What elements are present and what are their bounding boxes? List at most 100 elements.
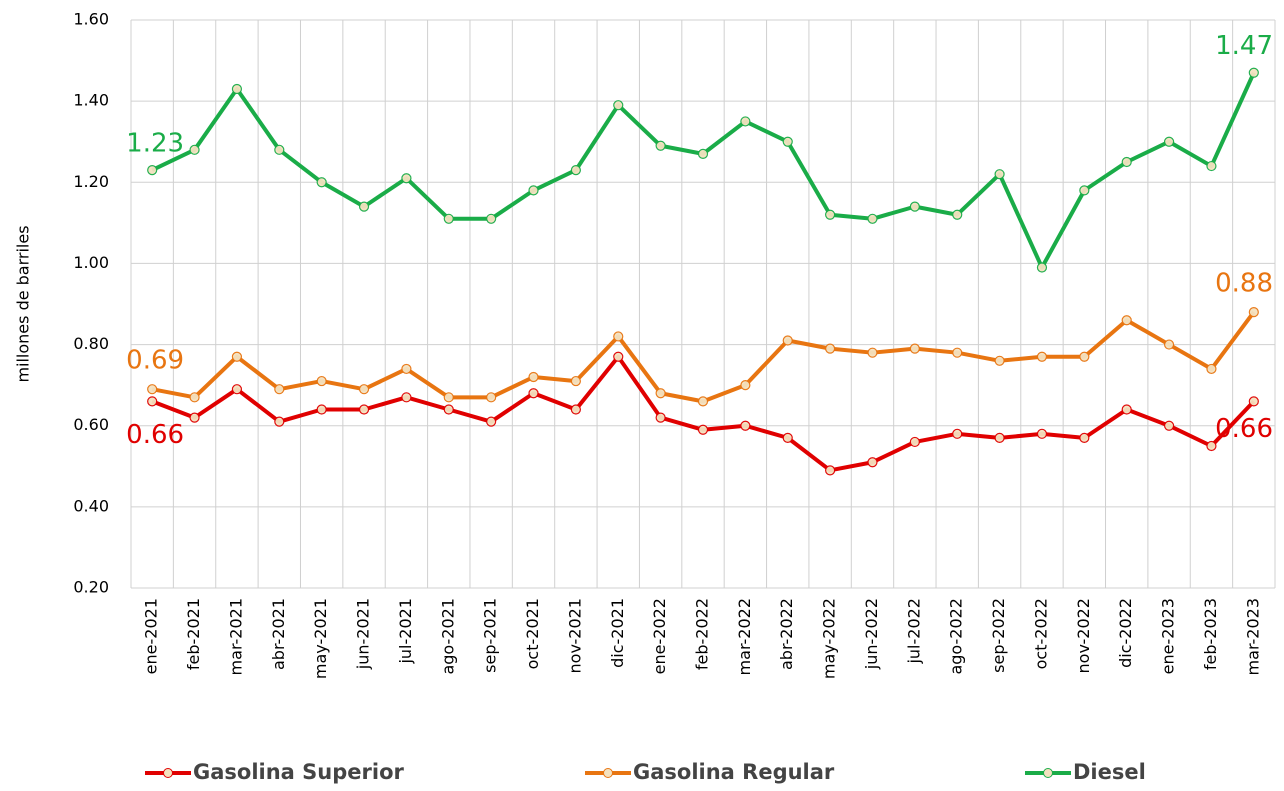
data-point xyxy=(402,174,411,183)
data-point xyxy=(1080,186,1089,195)
data-point xyxy=(190,413,199,422)
data-point xyxy=(783,137,792,146)
data-point xyxy=(1165,137,1174,146)
legend-marker xyxy=(1044,769,1053,778)
x-tick-label: may-2021 xyxy=(311,598,330,679)
x-tick-label: abr-2021 xyxy=(269,598,288,670)
x-tick-label: ago-2021 xyxy=(438,598,457,675)
data-point xyxy=(444,214,453,223)
data-point xyxy=(402,364,411,373)
data-point xyxy=(1037,352,1046,361)
x-tick-label: may-2022 xyxy=(820,598,839,679)
data-point xyxy=(995,170,1004,179)
data-point xyxy=(529,186,538,195)
data-point xyxy=(487,393,496,402)
legend-label: Gasolina Regular xyxy=(633,760,835,784)
data-label: 1.47 xyxy=(1215,31,1273,61)
y-tick-label: 1.60 xyxy=(73,10,109,29)
data-point xyxy=(275,145,284,154)
data-point xyxy=(571,166,580,175)
y-tick-label: 0.20 xyxy=(73,578,109,597)
data-point xyxy=(826,466,835,475)
legend-label: Gasolina Superior xyxy=(193,760,404,784)
data-point xyxy=(1122,405,1131,414)
x-tick-label: ene-2022 xyxy=(650,598,669,674)
data-point xyxy=(868,348,877,357)
x-tick-label: oct-2021 xyxy=(523,598,542,669)
x-tick-label: feb-2022 xyxy=(693,598,712,670)
x-tick-label: dic-2021 xyxy=(608,598,627,668)
data-point xyxy=(360,202,369,211)
x-tick-label: mar-2022 xyxy=(735,598,754,675)
series-line xyxy=(152,73,1254,268)
data-point xyxy=(148,385,157,394)
data-point xyxy=(614,101,623,110)
x-tick-label: ene-2021 xyxy=(142,598,161,674)
y-tick-label: 1.20 xyxy=(73,172,109,191)
x-tick-label: jun-2021 xyxy=(354,598,373,670)
data-point xyxy=(571,377,580,386)
data-point xyxy=(232,352,241,361)
x-tick-label: abr-2022 xyxy=(777,598,796,670)
data-point xyxy=(1080,352,1089,361)
data-point xyxy=(444,405,453,414)
data-point xyxy=(360,385,369,394)
data-point xyxy=(910,344,919,353)
data-point xyxy=(656,141,665,150)
x-tick-label: mar-2021 xyxy=(226,598,245,675)
data-point xyxy=(1207,364,1216,373)
data-point xyxy=(1249,68,1258,77)
data-point xyxy=(1249,308,1258,317)
data-point xyxy=(910,202,919,211)
data-point xyxy=(995,433,1004,442)
data-point xyxy=(1037,263,1046,272)
data-point xyxy=(826,344,835,353)
data-point xyxy=(1122,158,1131,167)
data-point xyxy=(232,385,241,394)
data-point xyxy=(148,397,157,406)
y-axis-title: millones de barriles xyxy=(14,225,33,382)
x-tick-label: jul-2022 xyxy=(904,598,923,665)
legend-label: Diesel xyxy=(1073,760,1146,784)
data-label: 0.66 xyxy=(1215,414,1273,444)
x-tick-label: oct-2022 xyxy=(1031,598,1050,669)
data-point xyxy=(995,356,1004,365)
data-point xyxy=(656,389,665,398)
x-tick-label: nov-2022 xyxy=(1074,598,1093,673)
data-point xyxy=(953,348,962,357)
data-point xyxy=(699,425,708,434)
data-point xyxy=(910,437,919,446)
data-point xyxy=(614,332,623,341)
data-point xyxy=(402,393,411,402)
data-point xyxy=(529,389,538,398)
data-point xyxy=(232,84,241,93)
data-point xyxy=(487,417,496,426)
data-point xyxy=(317,178,326,187)
y-tick-label: 1.00 xyxy=(73,253,109,272)
y-tick-label: 0.80 xyxy=(73,334,109,353)
data-point xyxy=(1080,433,1089,442)
data-point xyxy=(487,214,496,223)
y-tick-label: 1.40 xyxy=(73,91,109,110)
data-point xyxy=(783,433,792,442)
data-point xyxy=(529,373,538,382)
x-tick-label: jun-2022 xyxy=(862,598,881,670)
data-point xyxy=(783,336,792,345)
data-point xyxy=(360,405,369,414)
data-point xyxy=(826,210,835,219)
data-point xyxy=(317,405,326,414)
data-point xyxy=(148,166,157,175)
data-point xyxy=(1037,429,1046,438)
data-label: 0.66 xyxy=(126,420,184,450)
data-point xyxy=(699,149,708,158)
data-point xyxy=(741,117,750,126)
data-point xyxy=(571,405,580,414)
data-point xyxy=(275,385,284,394)
x-tick-label: mar-2023 xyxy=(1243,598,1262,675)
data-point xyxy=(275,417,284,426)
data-point xyxy=(190,393,199,402)
data-point xyxy=(1249,397,1258,406)
data-point xyxy=(614,352,623,361)
data-label: 0.88 xyxy=(1215,269,1273,299)
data-point xyxy=(741,421,750,430)
